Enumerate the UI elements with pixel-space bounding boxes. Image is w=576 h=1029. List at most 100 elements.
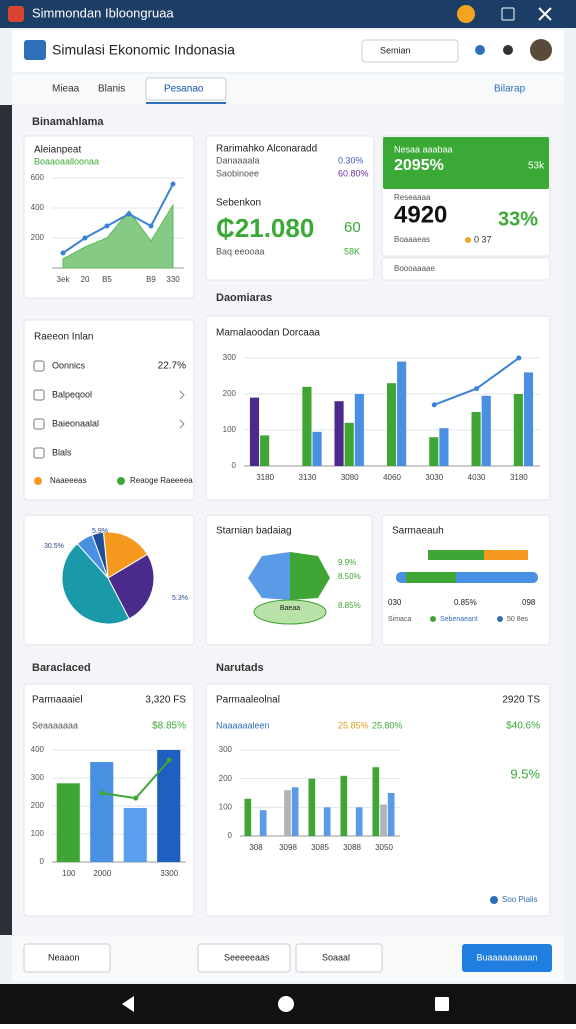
tab[interactable]: Blanis <box>98 84 125 95</box>
bar <box>90 762 114 862</box>
nav-recents[interactable] <box>435 997 449 1011</box>
amount: ₵21.080 <box>216 213 314 243</box>
x-tick-label: 3300 <box>160 869 178 878</box>
logo <box>24 40 46 60</box>
select[interactable] <box>23 943 111 973</box>
y-tick-label: 100 <box>223 425 237 434</box>
tab[interactable]: Pesanao <box>164 84 204 95</box>
point <box>516 355 522 361</box>
select[interactable] <box>295 943 383 973</box>
search-box[interactable] <box>361 39 459 63</box>
primary-button[interactable]: Buaaaaaaaaan <box>476 952 537 962</box>
x-tick-label: 3050 <box>375 843 393 852</box>
x-tick-label: 3180 <box>256 473 274 482</box>
list-item[interactable]: Baieonaalal <box>52 418 99 428</box>
bar <box>344 422 354 466</box>
button[interactable] <box>197 943 291 973</box>
app-icon <box>8 6 24 22</box>
legend-dot <box>34 477 42 485</box>
x-tick-label: 4030 <box>468 473 486 482</box>
label: Baq eeooaa <box>216 246 265 256</box>
tab[interactable]: Pesanao <box>164 84 204 95</box>
y-tick-label: 0 <box>40 857 45 866</box>
label: 5.3% <box>172 595 188 602</box>
list-item[interactable]: Balpeqool <box>52 389 92 399</box>
label: Danaaaala <box>216 155 260 165</box>
y-tick-label: 200 <box>219 774 233 783</box>
nav-back[interactable] <box>122 996 134 1012</box>
legend-dot <box>497 616 503 622</box>
tab-link[interactable]: Bilarap <box>494 84 526 95</box>
progress-orange <box>484 550 528 560</box>
select[interactable]: Soaaal <box>322 952 350 962</box>
nav-home[interactable] <box>278 996 294 1012</box>
x-tick-label: 100 <box>62 869 76 878</box>
y-tick-label: 100 <box>31 829 45 838</box>
bar <box>471 412 481 466</box>
bar <box>291 787 299 836</box>
progress-fill <box>406 572 456 583</box>
y-tick-label: 300 <box>31 773 45 782</box>
x-tick-label: B5 <box>102 275 112 284</box>
checkbox[interactable] <box>33 389 45 401</box>
point <box>60 250 66 256</box>
line <box>62 183 174 254</box>
label: Sebenaeant <box>440 616 478 623</box>
y-tick-label: 200 <box>31 801 45 810</box>
label: $8.85% <box>152 721 186 732</box>
label: 9.9% <box>338 558 356 567</box>
label: Nesaa aaabaa <box>394 144 453 154</box>
coin-icon <box>457 5 475 23</box>
section-title: Narutads <box>216 662 264 674</box>
label: Baeaa <box>280 605 300 612</box>
label: Reseaaaa <box>394 193 431 202</box>
bar <box>244 798 252 836</box>
button[interactable]: Seeeeeaas <box>224 952 270 962</box>
settings-icon <box>503 45 513 55</box>
bar <box>354 394 364 466</box>
label: 0.85% <box>454 598 477 607</box>
x-tick-label: 3ek <box>57 275 71 284</box>
pie-slice <box>107 553 155 620</box>
window-title: Simmondan Ibloongruaa <box>32 5 174 20</box>
point <box>133 795 139 801</box>
list-item[interactable]: Blals <box>52 447 72 457</box>
bar <box>56 783 80 862</box>
point <box>99 790 105 796</box>
label: 5.9% <box>92 528 108 535</box>
bar <box>123 807 147 862</box>
point <box>148 223 154 229</box>
bar <box>397 361 407 466</box>
label: Parmaaleolnal <box>216 695 280 706</box>
legend-dot <box>430 616 436 622</box>
bar <box>302 386 312 466</box>
label: Boaaaeas <box>394 235 430 244</box>
y-tick-label: 400 <box>31 745 45 754</box>
y-tick-label: 400 <box>31 203 45 212</box>
bar <box>439 428 449 466</box>
search-input[interactable]: Semian <box>380 45 411 55</box>
bar <box>308 778 316 836</box>
select[interactable]: Neaaon <box>48 952 80 962</box>
y-tick-label: 600 <box>31 173 45 182</box>
bar <box>157 750 181 862</box>
checkbox[interactable] <box>33 418 45 430</box>
list-item[interactable]: Oonnics <box>52 360 86 370</box>
point <box>474 386 480 392</box>
area <box>62 203 174 269</box>
x-tick-label: 4060 <box>383 473 401 482</box>
close-button[interactable] <box>538 7 552 21</box>
legend-entry: Naaeeeas <box>50 476 86 485</box>
x-tick-label: B9 <box>146 275 156 284</box>
card <box>205 315 551 501</box>
label: Seaaaaaaa <box>32 720 78 730</box>
window-button[interactable] <box>501 7 515 21</box>
primary-button[interactable] <box>462 944 552 972</box>
checkbox[interactable] <box>33 447 45 459</box>
checkbox[interactable] <box>33 360 45 372</box>
tab[interactable]: Mieaa <box>52 84 80 95</box>
y-tick-label: 0 <box>228 831 233 840</box>
bar <box>380 804 387 836</box>
